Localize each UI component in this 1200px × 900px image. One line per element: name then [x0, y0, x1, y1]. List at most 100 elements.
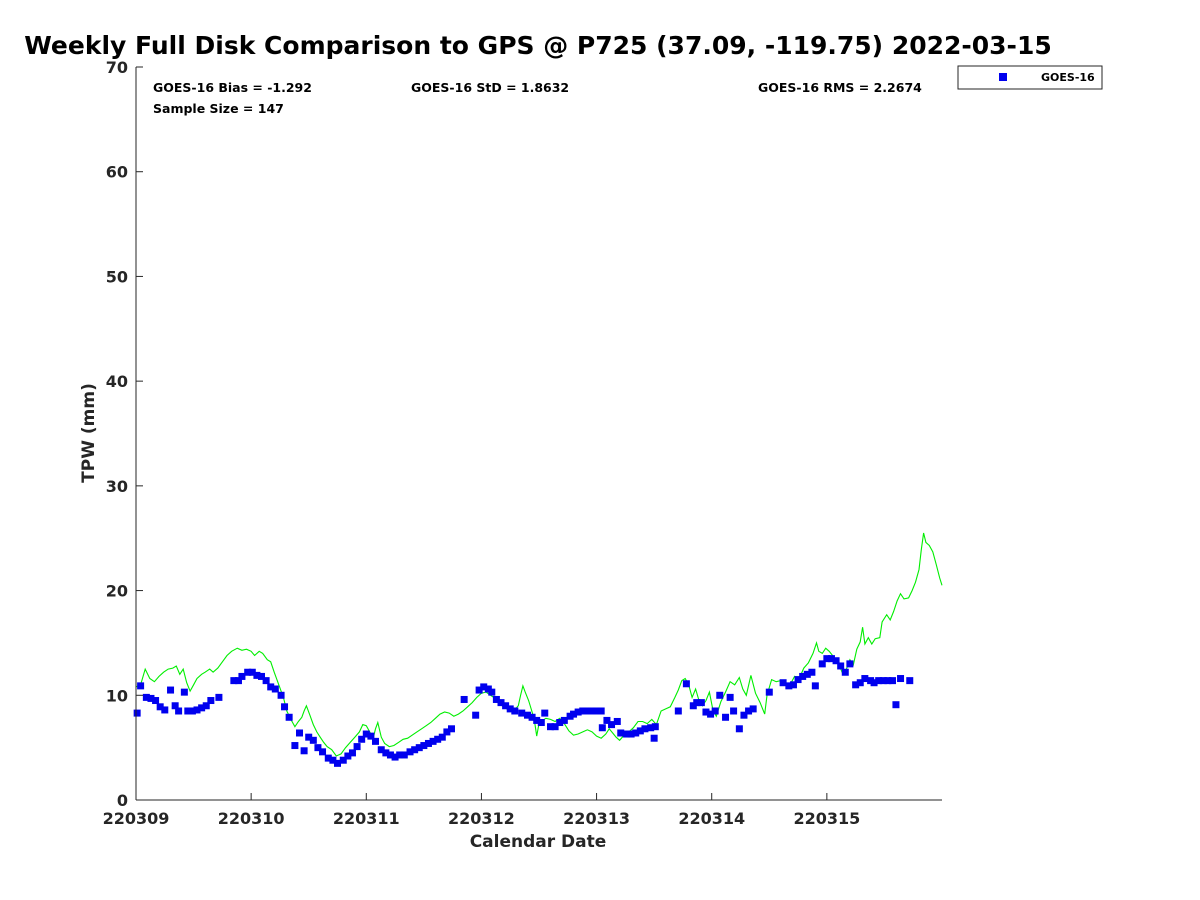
goes16-point	[551, 723, 559, 731]
x-tick-label: 220315	[793, 809, 860, 828]
goes16-point	[291, 742, 299, 750]
goes16-point	[386, 751, 394, 759]
goes16-point	[147, 694, 155, 702]
goes16-point	[870, 679, 878, 687]
goes16-point	[133, 709, 141, 717]
chart-title: Weekly Full Disk Comparison to GPS @ P72…	[24, 31, 1051, 60]
goes16-point	[460, 695, 468, 703]
y-tick-label: 50	[106, 267, 128, 286]
legend-goes16-marker	[999, 73, 1007, 81]
goes16-point	[588, 707, 596, 715]
legend-goes16-label: GOES-16	[1041, 71, 1095, 84]
x-axis-label: Calendar Date	[470, 832, 607, 852]
goes16-point	[207, 697, 215, 705]
x-tick-label: 220312	[448, 809, 515, 828]
goes16-point	[613, 717, 621, 725]
goes16-point	[511, 707, 519, 715]
legend: GOES-16	[957, 65, 1103, 90]
sample-size-annotation: Sample Size = 147	[153, 101, 284, 116]
goes16-point	[702, 708, 710, 716]
std-annotation: GOES-16 StD = 1.8632	[411, 80, 569, 95]
goes16-point	[248, 668, 256, 676]
goes16-point	[627, 730, 635, 738]
goes16-point	[238, 672, 246, 680]
goes16-point	[262, 677, 270, 685]
goes16-point	[636, 727, 644, 735]
goes16-point	[175, 707, 183, 715]
goes16-point	[411, 746, 419, 754]
goes16-point	[188, 707, 196, 715]
goes16-point	[623, 730, 631, 738]
legend-box	[957, 65, 1103, 90]
gps-series	[135, 532, 943, 757]
goes16-point	[518, 709, 526, 717]
y-tick-label: 10	[106, 686, 128, 705]
x-axis-ticks: 220309 220310 220311 220312 220313 220314 2203…	[103, 793, 860, 828]
goes16-point	[497, 699, 505, 707]
goes16-point	[730, 707, 738, 715]
goes16-point	[603, 716, 611, 724]
goes16-point	[808, 668, 816, 676]
goes16-point	[837, 662, 845, 670]
goes16-point	[314, 744, 322, 752]
goes16-point	[443, 728, 451, 736]
goes16-point	[285, 713, 293, 721]
goes16-point	[697, 699, 705, 707]
goes16-point	[897, 675, 905, 683]
goes16-point	[244, 668, 252, 676]
goes16-point	[396, 751, 404, 759]
goes16-point	[818, 660, 826, 668]
goes16-point	[506, 705, 514, 713]
goes16-point	[367, 732, 375, 740]
goes16-point	[523, 711, 531, 719]
goes16-point	[329, 756, 337, 764]
goes16-point	[799, 672, 807, 680]
goes16-point	[475, 686, 483, 694]
goes16-point	[480, 683, 488, 691]
goes16-point	[344, 752, 352, 760]
rms-annotation: GOES-16 RMS = 2.2674	[758, 80, 922, 95]
goes16-point	[358, 735, 366, 743]
goes16-point	[371, 737, 379, 745]
y-axis-ticks: 0 10 20 30 40 50 60 70	[106, 58, 143, 810]
goes16-point	[339, 756, 347, 764]
goes16-point	[579, 707, 587, 715]
goes16-point	[884, 677, 892, 685]
goes16-point	[707, 710, 715, 718]
goes16-point	[846, 660, 854, 668]
goes16-point	[277, 691, 285, 699]
goes16-point	[832, 657, 840, 665]
goes16-point	[434, 735, 442, 743]
goes16-point	[528, 713, 536, 721]
goes16-point	[711, 707, 719, 715]
goes16-point	[180, 688, 188, 696]
goes16-point	[488, 688, 496, 696]
goes16-point	[674, 707, 682, 715]
goes16-point	[362, 730, 370, 738]
goes16-point	[906, 677, 914, 685]
goes16-point	[693, 699, 701, 707]
goes16-point	[377, 746, 385, 754]
goes16-point	[647, 724, 655, 732]
goes16-point	[593, 707, 601, 715]
goes16-point	[406, 748, 414, 756]
goes16-point	[779, 679, 787, 687]
y-tick-label: 30	[106, 477, 128, 496]
y-tick-label: 60	[106, 163, 128, 182]
goes16-point	[608, 721, 616, 729]
goes16-point	[438, 733, 446, 741]
goes16-point	[789, 681, 797, 689]
y-tick-label: 70	[106, 58, 128, 77]
goes16-point	[598, 724, 606, 732]
goes16-point	[794, 676, 802, 684]
goes16-point	[161, 706, 169, 714]
goes16-point	[597, 707, 605, 715]
goes16-point	[556, 719, 564, 727]
goes16-point	[856, 679, 864, 687]
goes16-point	[570, 710, 578, 718]
goes16-point	[319, 748, 327, 756]
goes16-point	[785, 682, 793, 690]
goes16-point	[875, 677, 883, 685]
goes16-point	[215, 693, 223, 701]
